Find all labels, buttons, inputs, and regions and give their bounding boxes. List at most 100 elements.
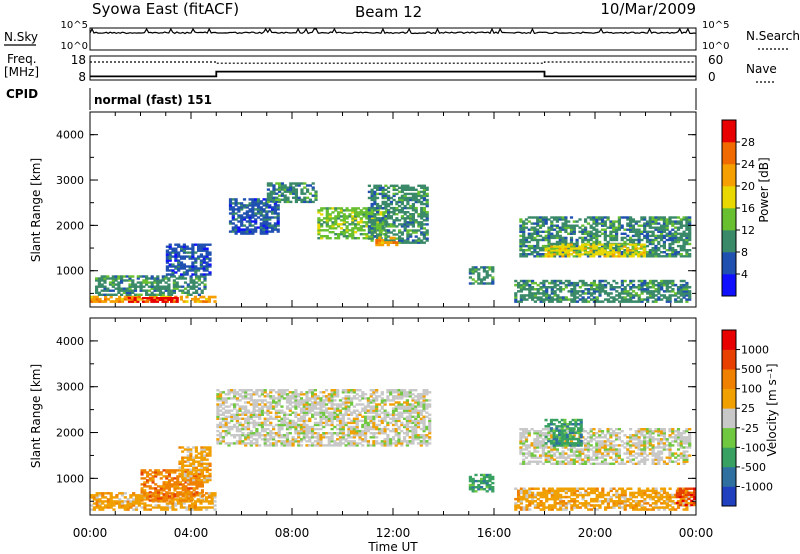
- heatmap-cell: [234, 202, 238, 205]
- heatmap-cell: [157, 491, 161, 494]
- heatmap-cell: [358, 434, 362, 437]
- heatmap-cell: [132, 498, 136, 501]
- freq-unit: [MHz]: [4, 65, 39, 79]
- heatmap-cell: [671, 288, 675, 291]
- heatmap-cell: [162, 469, 166, 472]
- heatmap-cell: [370, 231, 374, 234]
- heatmap-cell: [400, 223, 404, 226]
- heatmap-cell: [311, 442, 315, 445]
- heatmap-cell: [210, 494, 214, 497]
- heatmap-cell: [372, 432, 376, 435]
- heatmap-cell: [651, 216, 655, 219]
- heatmap-cell: [241, 434, 245, 437]
- heatmap-cell: [165, 497, 169, 500]
- heatmap-cell: [561, 222, 565, 225]
- heatmap-cell: [544, 222, 548, 225]
- heatmap-cell: [325, 415, 329, 418]
- heatmap-cell: [319, 391, 323, 394]
- heatmap-cell: [291, 438, 295, 441]
- heatmap-cell: [199, 245, 203, 248]
- heatmap-cell: [615, 220, 619, 223]
- heatmap-cell: [581, 243, 585, 246]
- heatmap-cell: [372, 419, 376, 423]
- heatmap-cell: [258, 399, 262, 402]
- heatmap-cell: [272, 188, 276, 191]
- heatmap-cell: [167, 489, 171, 492]
- heatmap-cell: [291, 421, 295, 425]
- heatmap-cell: [364, 397, 368, 400]
- heatmap-cell: [411, 438, 415, 441]
- heatmap-cell: [386, 442, 390, 445]
- heatmap-cell: [491, 278, 495, 281]
- heatmap-cell: [387, 231, 391, 234]
- heatmap-cell: [292, 196, 296, 199]
- heatmap-cell: [400, 233, 404, 236]
- heatmap-cell: [578, 294, 582, 297]
- heatmap-cell: [160, 508, 164, 511]
- heatmap-cell: [300, 190, 304, 193]
- heatmap-cell: [682, 230, 686, 233]
- heatmap-cell: [311, 182, 315, 185]
- heatmap-cell: [165, 255, 169, 258]
- heatmap-cell: [411, 194, 415, 198]
- heatmap-cell: [383, 440, 387, 443]
- heatmap-cell: [606, 240, 610, 244]
- heatmap-cell: [547, 249, 551, 252]
- heatmap-cell: [291, 393, 295, 396]
- heatmap-cell: [311, 389, 315, 392]
- heatmap-cell: [533, 222, 537, 225]
- heatmap-cell: [187, 497, 191, 500]
- heatmap-cell: [542, 298, 546, 301]
- heatmap-cell: [333, 440, 337, 443]
- heatmap-cell: [327, 423, 331, 427]
- heatmap-cell: [299, 429, 304, 433]
- heatmap-cell: [575, 283, 580, 287]
- heatmap-cell: [347, 391, 351, 394]
- heatmap-cell: [302, 419, 306, 423]
- heatmap-cell: [542, 279, 546, 283]
- heatmap-cell: [193, 508, 197, 511]
- heatmap-cell: [373, 223, 377, 226]
- heatmap-cell: [263, 438, 267, 441]
- heatmap-cell: [366, 425, 370, 429]
- heatmap-cell: [244, 409, 248, 412]
- heatmap-cell: [299, 438, 304, 441]
- heatmap-cell: [403, 393, 407, 396]
- heatmap-cell: [208, 462, 212, 465]
- heatmap-cell: [213, 500, 217, 503]
- heatmap-cell: [391, 415, 396, 418]
- heatmap-cell: [676, 222, 681, 225]
- heatmap-cell: [106, 275, 110, 278]
- heatmap-cell: [373, 225, 377, 228]
- heatmap-cell: [240, 208, 244, 211]
- heatmap-cell: [339, 231, 344, 234]
- heatmap-cell: [383, 425, 387, 429]
- heatmap-cell: [165, 267, 169, 270]
- heatmap-cell: [575, 292, 580, 295]
- heatmap-cell: [252, 409, 256, 412]
- heatmap-cell: [411, 241, 415, 244]
- heatmap-cell: [183, 456, 187, 459]
- heatmap-cell: [671, 240, 675, 244]
- heatmap-cell: [352, 411, 356, 414]
- heatmap-cell: [411, 225, 415, 228]
- heatmap-cell: [233, 403, 237, 406]
- heatmap-cell: [146, 479, 150, 482]
- heatmap-cell: [280, 391, 284, 394]
- heatmap-cell: [268, 218, 272, 221]
- colorbar-tick-label: 28: [741, 136, 755, 149]
- nsky-panel: N.Sky 10^5 10^0 10^5 10^0 N.Search: [4, 20, 800, 52]
- heatmap-cell: [265, 206, 269, 209]
- heatmap-cell: [660, 218, 664, 221]
- heatmap-cell: [662, 228, 666, 231]
- heatmap-cell: [104, 500, 108, 503]
- heatmap-cell: [631, 226, 635, 229]
- heatmap-cell: [272, 397, 276, 400]
- heatmap-cell: [100, 279, 104, 282]
- heatmap-cell: [302, 436, 306, 439]
- heatmap-cell: [485, 282, 489, 285]
- heatmap-cell: [397, 405, 401, 408]
- heatmap-cell: [316, 395, 320, 398]
- heatmap-cell: [380, 399, 384, 402]
- freq-panel: Freq. [MHz] 18 8 60 0 Nave: [4, 52, 777, 84]
